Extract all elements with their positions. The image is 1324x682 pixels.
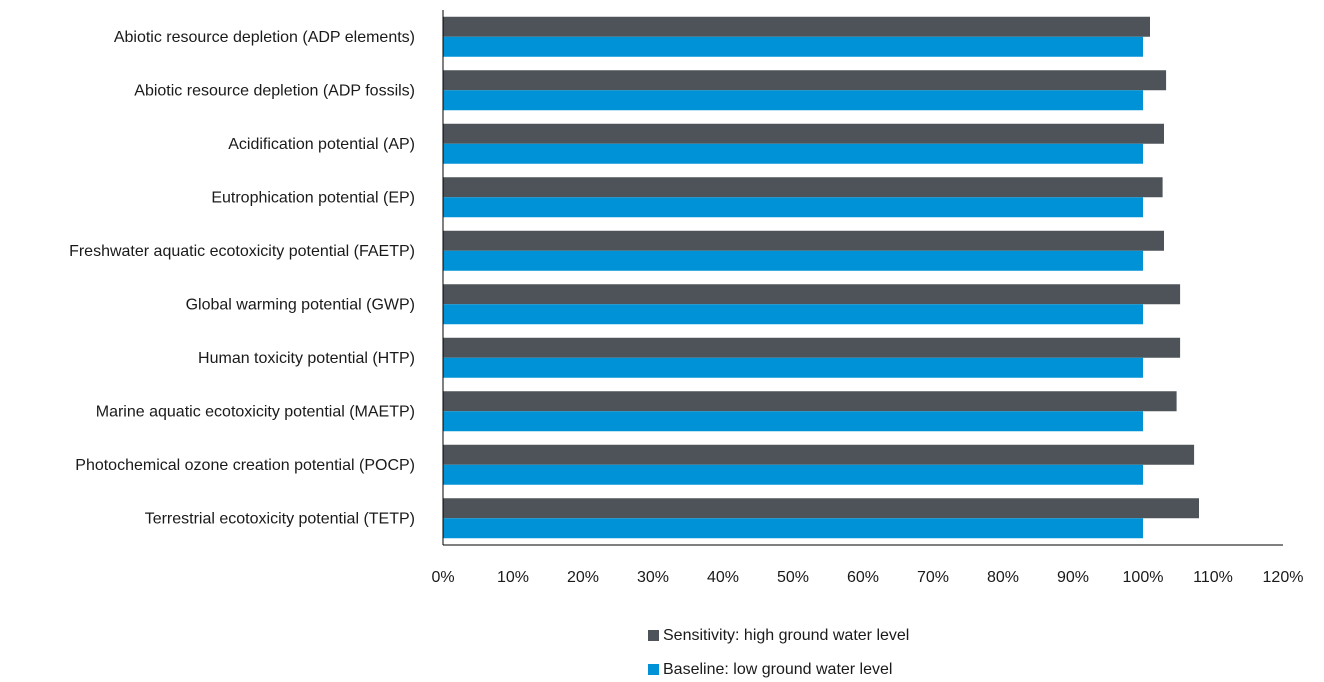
- category-label-0: Abiotic resource depletion (ADP elements…: [114, 29, 415, 46]
- bar-sensitivity-2: [443, 123, 1164, 144]
- x-tick-label-0: 0%: [431, 569, 454, 586]
- bar-baseline-5: [443, 304, 1143, 325]
- category-label-5: Global warming potential (GWP): [186, 296, 415, 313]
- x-tick-label-5: 50%: [777, 569, 809, 586]
- category-label-9: Terrestrial ecotoxicity potential (TETP): [145, 510, 415, 527]
- x-tick-labels: 0% 10% 20% 30% 40% 50% 60% 70% 80% 90% 100% 110% 120…: [431, 569, 1303, 586]
- bar-sensitivity-5: [443, 284, 1181, 305]
- x-tick-label-6: 60%: [847, 569, 879, 586]
- bar-baseline-2: [443, 143, 1143, 164]
- x-tick-label-1: 10%: [497, 569, 529, 586]
- category-label-1: Abiotic resource depletion (ADP fossils): [134, 82, 415, 99]
- bar-sensitivity-9: [443, 498, 1199, 519]
- bar-baseline-9: [443, 518, 1143, 539]
- bar-baseline-6: [443, 357, 1143, 378]
- x-tick-label-2: 20%: [567, 569, 599, 586]
- bar-sensitivity-1: [443, 70, 1167, 91]
- x-tick-label-10: 100%: [1123, 569, 1164, 586]
- category-label-8: Photochemical ozone creation potential (…: [75, 457, 415, 474]
- category-label-2: Acidification potential (AP): [228, 136, 415, 153]
- category-label-3: Eutrophication potential (EP): [211, 189, 415, 206]
- bar-baseline-1: [443, 90, 1143, 111]
- category-label-6: Human toxicity potential (HTP): [198, 350, 415, 367]
- bar-baseline-0: [443, 36, 1143, 57]
- legend: Sensitivity: high ground water level Base…: [648, 627, 909, 678]
- axes-group: [442, 10, 1283, 546]
- x-tick-label-12: 120%: [1263, 569, 1304, 586]
- bar-baseline-3: [443, 197, 1143, 218]
- category-label-4: Freshwater aquatic ecotoxicity potential…: [69, 243, 415, 260]
- bar-sensitivity-8: [443, 444, 1195, 465]
- bars-group: [443, 16, 1199, 539]
- category-labels: Abiotic resource depletion (ADP elements…: [69, 29, 415, 528]
- bar-baseline-7: [443, 411, 1143, 432]
- bar-sensitivity-4: [443, 230, 1164, 251]
- legend-swatch-0: [648, 630, 659, 641]
- bar-baseline-4: [443, 250, 1143, 271]
- x-tick-label-9: 90%: [1057, 569, 1089, 586]
- bar-sensitivity-3: [443, 177, 1163, 198]
- x-tick-label-7: 70%: [917, 569, 949, 586]
- legend-swatch-1: [648, 664, 659, 675]
- bar-sensitivity-0: [443, 16, 1150, 37]
- x-tick-label-11: 110%: [1193, 569, 1233, 586]
- bar-sensitivity-7: [443, 391, 1177, 412]
- bar-baseline-8: [443, 464, 1143, 485]
- x-tick-label-3: 30%: [637, 569, 669, 586]
- legend-label-0: Sensitivity: high ground water level: [663, 627, 909, 644]
- x-tick-label-4: 40%: [707, 569, 739, 586]
- bar-sensitivity-6: [443, 337, 1181, 358]
- category-label-7: Marine aquatic ecotoxicity potential (MA…: [96, 403, 415, 420]
- x-tick-label-8: 80%: [987, 569, 1019, 586]
- legend-label-1: Baseline: low ground water level: [663, 661, 892, 678]
